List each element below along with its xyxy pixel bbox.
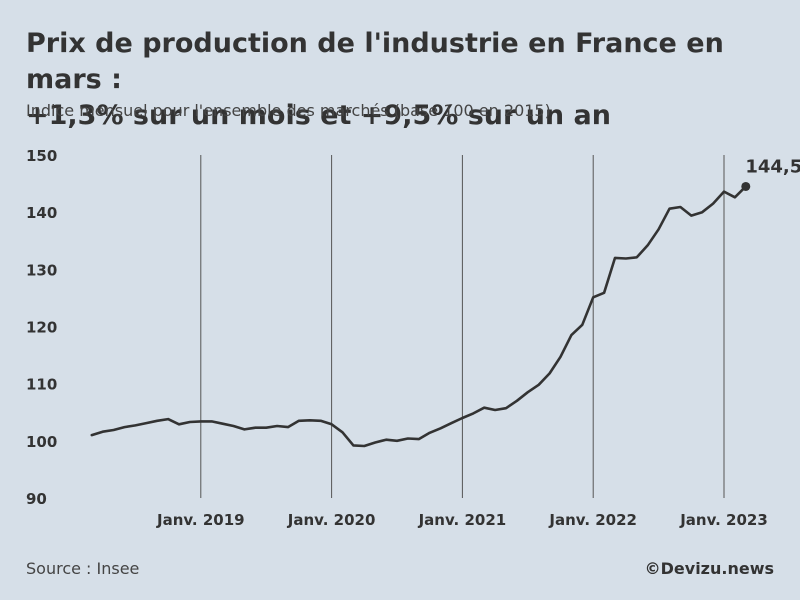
series-layer	[90, 185, 748, 448]
x-tick-label: Janv. 2019	[156, 511, 245, 529]
grid-layer	[200, 155, 725, 498]
annotation-layer: 144,5	[741, 156, 800, 191]
chart-subtitle: Indice mensuel pour l'ensemble des march…	[26, 101, 551, 120]
y-tick-label: 140	[26, 204, 57, 222]
y-axis: 90 100 110 120 130 140 150	[26, 147, 57, 508]
y-tick-label: 120	[26, 319, 57, 337]
brand-credit: ©Devizu.news	[644, 559, 774, 578]
x-tick-label: Janv. 2023	[679, 511, 768, 529]
y-tick-label: 130	[26, 261, 57, 279]
x-tick-label: Janv. 2020	[287, 511, 376, 529]
chart-title: Prix de production de l'industrie en Fra…	[26, 26, 786, 134]
x-tick-label: Janv. 2021	[418, 511, 507, 529]
y-tick-label: 110	[26, 376, 57, 394]
x-axis: Janv. 2019 Janv. 2020 Janv. 2021 Janv. 2022…	[156, 511, 768, 529]
source-note: Source : Insee	[26, 559, 140, 578]
title-line-1: Prix de production de l'industrie en Fra…	[26, 28, 724, 95]
y-tick-label: 90	[26, 490, 47, 508]
y-tick-label: 100	[26, 433, 57, 451]
y-tick-label: 150	[26, 147, 57, 165]
endpoint-label: 144,5	[745, 156, 800, 177]
endpoint-marker	[741, 181, 751, 191]
x-tick-label: Janv. 2022	[548, 511, 637, 529]
series-line	[90, 185, 748, 448]
title-line-2: +1,3% sur un mois et +9,5% sur un an	[26, 100, 611, 131]
